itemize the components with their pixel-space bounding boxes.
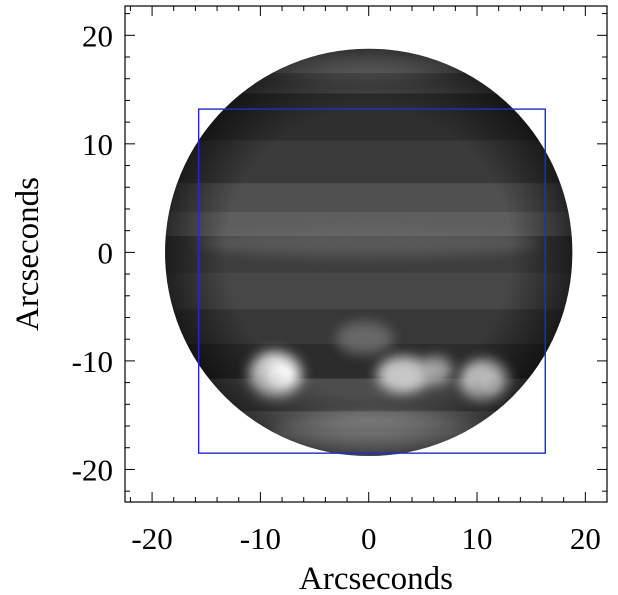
x-tick-label: 10: [462, 521, 493, 556]
x-tick-label: -20: [131, 521, 172, 556]
y-axis-label: Arcseconds: [10, 177, 46, 331]
y-tick-label: 0: [98, 235, 114, 270]
planet-disc: [165, 48, 573, 457]
x-tick-label: 20: [570, 521, 601, 556]
y-tick-label: 20: [82, 18, 113, 53]
x-axis-label: Arcseconds: [299, 561, 453, 595]
y-tick-labels: 20 10 0 -10 -20: [72, 18, 113, 487]
y-tick-label: 10: [82, 127, 113, 162]
x-tick-label: 0: [361, 521, 377, 556]
field-of-view-box: [197, 108, 546, 454]
plot-axes: [124, 5, 608, 503]
y-tick-label: -10: [72, 344, 113, 379]
y-tick-label: -20: [72, 452, 113, 487]
axes-frame: [124, 5, 608, 503]
x-tick-label: -10: [240, 521, 281, 556]
x-tick-labels: -20 -10 0 10 20: [131, 521, 600, 556]
